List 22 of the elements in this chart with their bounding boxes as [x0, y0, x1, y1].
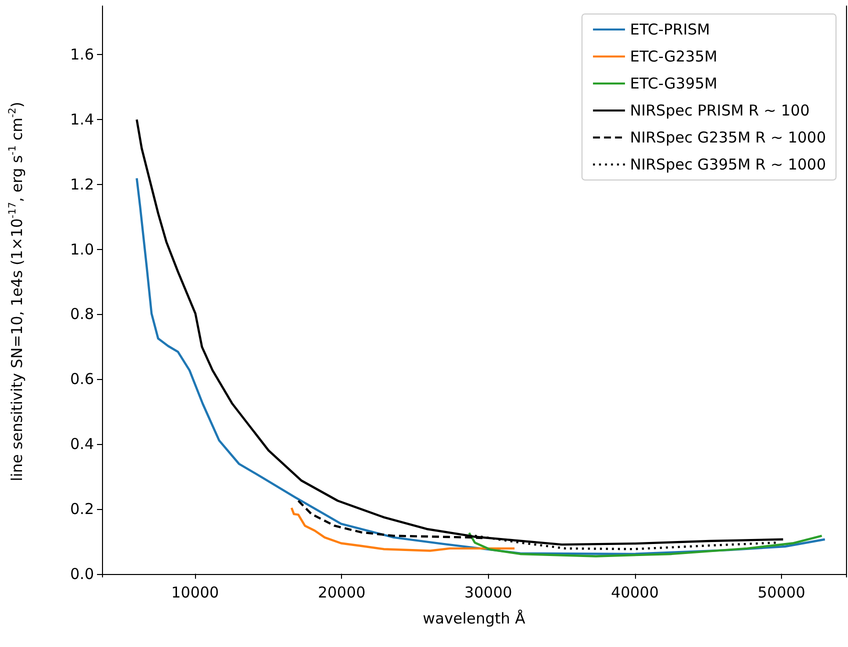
- y-tick-label: 0.0: [70, 564, 94, 583]
- y-tick-label: 0.8: [70, 305, 94, 324]
- y-tick-label: 0.6: [70, 370, 94, 388]
- legend-label: ETC-G235M: [630, 48, 718, 66]
- y-tick-label: 1.4: [70, 110, 94, 129]
- y-tick-label: 0.4: [70, 434, 94, 453]
- x-tick-label: 50000: [758, 584, 806, 602]
- x-tick-label: 40000: [611, 584, 659, 602]
- x-tick-label: 20000: [318, 584, 366, 602]
- legend-label: ETC-PRISM: [630, 20, 710, 38]
- y-axis-title: line sensitivity SN=10, 1e4s (1×10-17, erg s-1 cm-2): [8, 102, 26, 482]
- legend-label: NIRSpec G395M R ∼ 1000: [630, 156, 826, 174]
- y-tick-label: 0.2: [70, 500, 94, 518]
- y-tick-label: 1.6: [70, 46, 94, 64]
- legend-label: ETC-G395M: [630, 74, 718, 92]
- legend-label: NIRSpec PRISM R ∼ 100: [630, 102, 810, 120]
- legend-label: NIRSpec G235M R ∼ 1000: [630, 128, 826, 146]
- x-tick-label: 30000: [464, 584, 512, 602]
- y-tick-label: 1.2: [70, 175, 94, 194]
- x-tick-label: 10000: [171, 584, 219, 602]
- x-axis-title: wavelength Å: [422, 610, 526, 628]
- y-tick-label: 1.0: [70, 240, 94, 258]
